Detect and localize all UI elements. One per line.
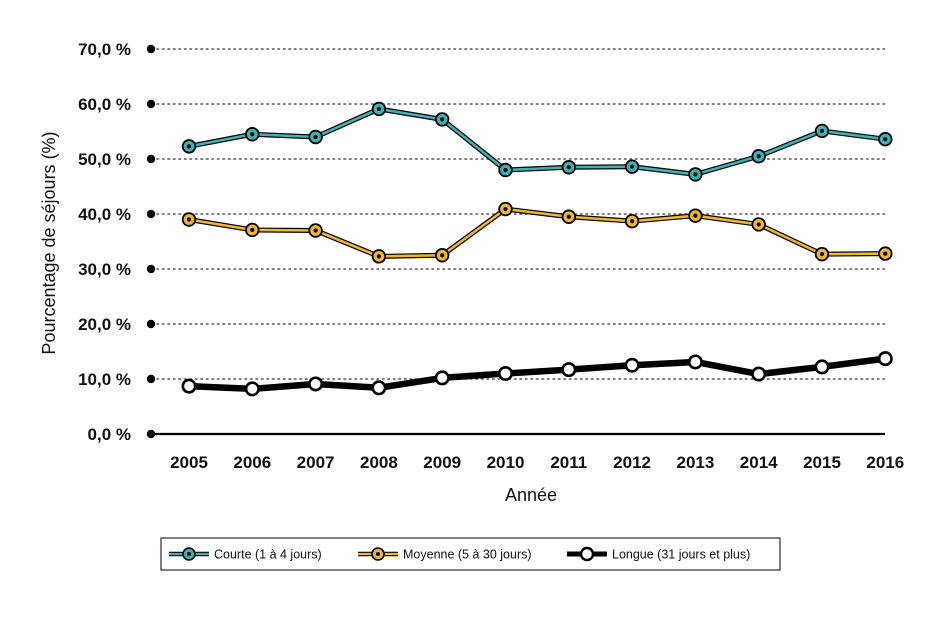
x-tick-label: 2010	[487, 453, 525, 472]
series-line	[188, 207, 886, 258]
x-tick-label: 2009	[423, 453, 461, 472]
series-3	[181, 351, 893, 397]
y-tick-dot	[146, 264, 156, 274]
legend-label: Courte (1 à 4 jours)	[214, 548, 322, 562]
x-tick-label: 2012	[613, 453, 651, 472]
legend-item: Moyenne (5 à 30 jours)	[358, 547, 532, 562]
legend: Courte (1 à 4 jours) Moyenne (5 à 30 jour…	[160, 537, 781, 571]
y-tick-label: 50,0 %	[78, 150, 131, 169]
y-tick-dot	[146, 44, 156, 54]
y-tick-label: 0,0 %	[88, 425, 131, 444]
data-point-center	[313, 228, 318, 233]
y-axis-ticks: 0,0 % 10,0 % 20,0 % 30,0 % 40,0 % 50,0 % 60,0 …	[78, 40, 156, 444]
data-point	[181, 378, 197, 394]
data-point-center	[186, 217, 192, 222]
data-point-center	[883, 251, 888, 256]
data-point	[624, 357, 640, 373]
data-point-center	[250, 227, 255, 233]
legend-box	[160, 537, 781, 571]
data-point-center	[440, 117, 445, 122]
x-tick-label: 2011	[550, 453, 587, 472]
y-tick-label: 10,0 %	[78, 370, 131, 389]
data-point	[561, 362, 577, 378]
legend-item: Longue (31 jours et plus)	[567, 546, 750, 562]
x-tick-label: 2008	[360, 453, 398, 472]
data-point-center	[186, 144, 192, 149]
data-point-center	[756, 222, 761, 227]
y-tick-label: 70,0 %	[78, 40, 131, 59]
data-point	[434, 370, 450, 386]
y-tick-dot	[146, 209, 156, 219]
x-tick-label: 2013	[676, 453, 714, 472]
series-layer	[181, 101, 893, 397]
data-point-center	[883, 137, 888, 142]
data-point	[497, 365, 513, 381]
y-tick-dot	[146, 319, 156, 329]
legend-item: Courte (1 à 4 jours)	[169, 547, 322, 562]
data-point	[814, 359, 830, 375]
data-point-center	[566, 214, 571, 219]
data-point-center	[819, 128, 825, 134]
series-line-outline	[188, 106, 886, 177]
y-tick-dot	[146, 154, 156, 164]
y-tick-dot	[146, 374, 156, 384]
data-point-center	[376, 106, 381, 112]
data-point-center	[313, 134, 318, 140]
x-tick-label: 2014	[740, 453, 778, 472]
data-point	[751, 366, 767, 382]
legend-marker	[579, 546, 595, 562]
y-tick-label: 20,0 %	[78, 315, 131, 334]
data-point	[244, 381, 260, 397]
legend-label: Moyenne (5 à 30 jours)	[403, 548, 532, 562]
data-point	[371, 380, 387, 396]
data-point	[687, 354, 703, 370]
series-1	[181, 101, 893, 182]
data-point-center	[819, 252, 825, 257]
data-point-center	[440, 253, 445, 258]
legend-label: Longue (31 jours et plus)	[612, 548, 750, 562]
y-tick-label: 30,0 %	[78, 260, 131, 279]
data-point-center	[376, 254, 381, 259]
y-axis-title: Pourcentage de séjours (%)	[39, 131, 59, 354]
y-tick-label: 40,0 %	[78, 205, 131, 224]
data-point	[877, 351, 893, 367]
series-2	[181, 201, 893, 264]
x-axis-title: Année	[505, 485, 557, 505]
x-tick-label: 2015	[803, 453, 841, 472]
legend-marker-center	[376, 552, 380, 556]
grid-lines	[156, 48, 886, 380]
data-point	[308, 376, 324, 392]
data-point-center	[693, 172, 698, 177]
series-line-outline	[188, 206, 886, 259]
x-axis-ticks: 2005 2006 2007 2008 2009 2010 2011 2012 2013 2014…	[170, 453, 904, 472]
data-point-center	[503, 206, 508, 212]
data-point-center	[630, 219, 635, 224]
data-point-center	[756, 154, 761, 159]
data-point-center	[630, 164, 635, 169]
series-line	[188, 355, 886, 393]
x-tick-label: 2016	[866, 453, 904, 472]
data-point-center	[566, 165, 571, 170]
series-line	[188, 107, 886, 176]
x-tick-label: 2005	[170, 453, 208, 472]
legend-marker-center	[187, 552, 191, 556]
y-tick-dot	[146, 99, 156, 109]
x-tick-label: 2007	[297, 453, 335, 472]
x-tick-label: 2006	[233, 453, 271, 472]
y-tick-label: 60,0 %	[78, 95, 131, 114]
data-point-center	[693, 213, 698, 218]
data-point-center	[250, 132, 255, 137]
data-point-center	[503, 167, 508, 173]
